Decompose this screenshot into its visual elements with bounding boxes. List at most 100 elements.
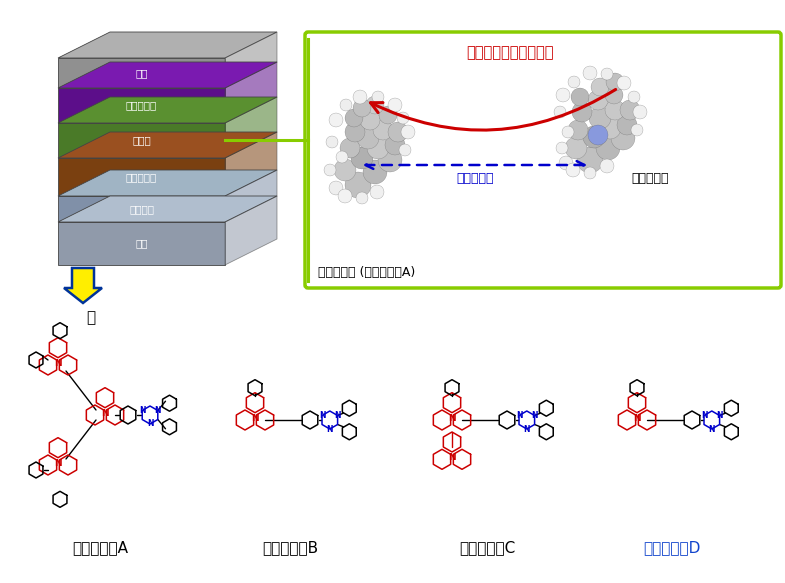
Text: N: N [717,411,723,420]
Circle shape [329,113,343,127]
Circle shape [577,147,603,173]
Circle shape [559,156,573,170]
Circle shape [562,126,574,138]
Polygon shape [58,170,277,196]
Circle shape [617,76,631,90]
Polygon shape [58,158,225,196]
Circle shape [353,99,371,117]
Text: N: N [155,406,161,415]
Text: 光: 光 [86,311,95,325]
Circle shape [388,98,402,112]
Circle shape [568,120,588,140]
Circle shape [620,100,640,120]
Text: N: N [319,411,325,420]
FancyBboxPatch shape [305,32,781,288]
Circle shape [605,100,625,120]
Text: N: N [251,414,259,423]
Circle shape [599,117,621,139]
Circle shape [399,144,411,156]
Polygon shape [225,32,277,88]
Circle shape [617,115,637,135]
Circle shape [345,122,365,142]
Circle shape [556,88,570,102]
Circle shape [356,192,368,204]
Circle shape [588,125,608,145]
Circle shape [571,88,589,106]
Circle shape [556,142,568,154]
Polygon shape [225,97,277,158]
Circle shape [334,159,356,181]
Polygon shape [64,268,102,303]
Circle shape [589,107,611,129]
Circle shape [566,163,580,177]
Polygon shape [58,97,277,123]
Text: ホスト材料 (ホスト材料A): ホスト材料 (ホスト材料A) [318,265,415,279]
Text: 透明陽極: 透明陽極 [129,204,154,214]
Polygon shape [58,123,225,158]
Circle shape [583,66,597,80]
Text: ホスト材料A: ホスト材料A [72,540,128,556]
Text: N: N [139,406,145,415]
Polygon shape [58,32,277,58]
Circle shape [379,106,397,124]
Text: N: N [701,411,707,420]
Polygon shape [225,62,277,123]
Circle shape [329,181,343,195]
Polygon shape [58,88,225,123]
Text: N: N [448,453,456,462]
Text: N: N [327,424,333,434]
Text: 基板: 基板 [135,238,148,248]
Circle shape [591,78,609,96]
Polygon shape [58,222,225,265]
Circle shape [370,185,384,199]
Circle shape [588,90,608,110]
Polygon shape [225,170,277,222]
Circle shape [373,120,393,140]
Circle shape [554,106,566,118]
Circle shape [340,99,352,111]
Polygon shape [58,58,225,88]
Polygon shape [58,62,277,88]
Circle shape [345,172,371,198]
Circle shape [611,126,635,150]
Circle shape [336,151,348,163]
Text: N: N [54,459,62,468]
Text: N: N [448,414,456,423]
Polygon shape [58,196,225,222]
Text: N: N [524,424,530,434]
Text: ホスト材料C: ホスト材料C [459,540,515,556]
Text: N: N [531,411,538,420]
Circle shape [326,136,338,148]
Text: N: N [54,359,62,368]
Polygon shape [225,196,277,265]
Circle shape [338,189,352,203]
Circle shape [605,86,623,104]
Circle shape [360,110,380,130]
Circle shape [633,105,647,119]
Circle shape [601,68,613,80]
Circle shape [568,76,580,88]
Circle shape [324,164,336,176]
Text: ホスト材料D: ホスト材料D [644,540,701,556]
Circle shape [397,112,409,124]
Circle shape [565,137,587,159]
Circle shape [583,126,605,148]
Circle shape [606,73,624,91]
Circle shape [367,137,389,159]
Text: リン光材料: リン光材料 [631,171,669,184]
Text: 正孔輸送層: 正孔輸送層 [126,172,157,182]
Circle shape [631,124,643,136]
Circle shape [340,138,360,158]
Circle shape [572,102,592,122]
Circle shape [378,148,402,172]
Circle shape [345,109,363,127]
Circle shape [363,160,387,184]
Circle shape [596,136,620,160]
Circle shape [372,91,384,103]
Circle shape [353,90,367,104]
Text: エネルギーの受け渡し: エネルギーの受け渡し [466,45,553,61]
Polygon shape [225,132,277,196]
Circle shape [388,122,408,142]
Circle shape [385,135,405,155]
Polygon shape [58,196,277,222]
